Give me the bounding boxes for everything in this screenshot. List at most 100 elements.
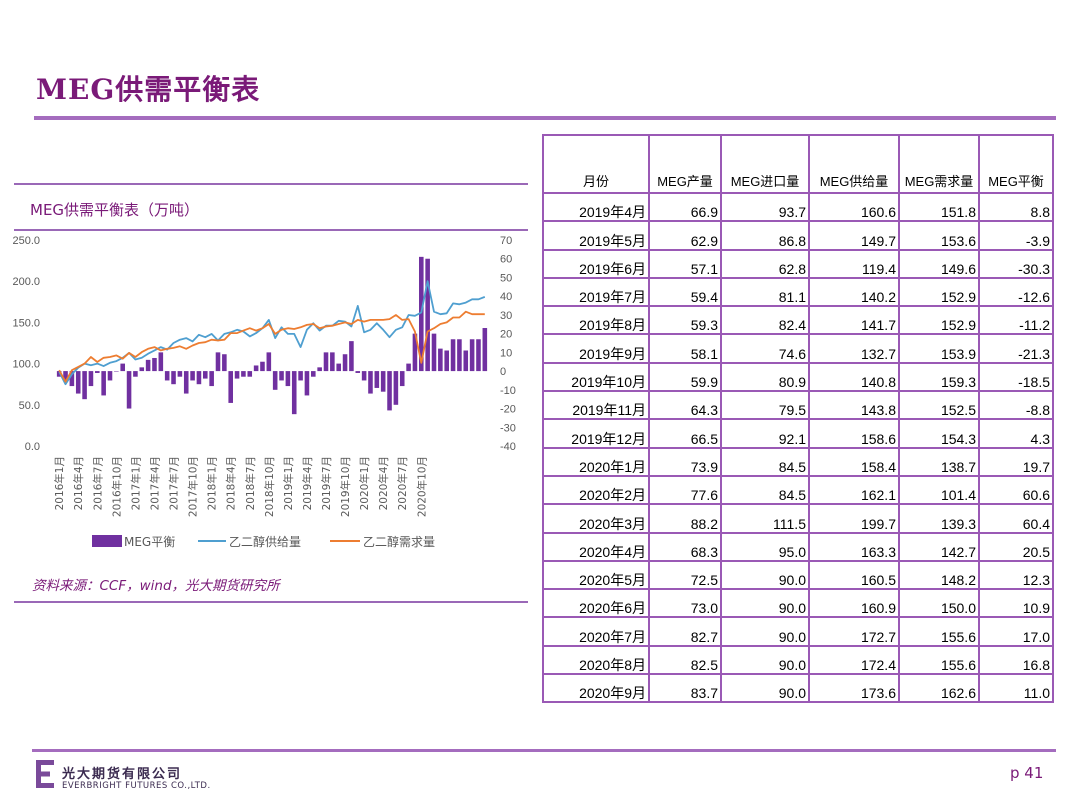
table-header-cell: MEG产量 bbox=[648, 134, 722, 194]
table-row: 2020年7月 82.7 90.0 172.7 155.6 17.0 bbox=[542, 616, 1054, 647]
table-row: 2019年9月 58.1 74.6 132.7 153.9 -21.3 bbox=[542, 333, 1054, 364]
table-header-cell: MEG进口量 bbox=[720, 134, 810, 194]
chart-top-divider bbox=[14, 183, 528, 185]
table-cell-value: 59.3 bbox=[648, 305, 722, 336]
table-cell-month: 2019年7月 bbox=[542, 276, 650, 308]
right-axis-tick-label: -40 bbox=[500, 441, 516, 453]
company-name-cn: 光大期货有限公司 bbox=[62, 767, 183, 782]
table-row: 2019年10月 59.9 80.9 140.8 159.3 -18.5 bbox=[542, 361, 1054, 393]
table-cell-month: 2019年6月 bbox=[542, 248, 650, 279]
legend-balance-swatch bbox=[92, 535, 122, 547]
balance-bar bbox=[406, 363, 411, 372]
balance-bar bbox=[469, 339, 475, 372]
right-axis-tick-label: 60 bbox=[500, 254, 512, 266]
table-cell-value: 140.2 bbox=[808, 276, 900, 308]
balance-bar bbox=[342, 354, 348, 372]
x-axis-tick-label: 2019年10月 bbox=[339, 456, 352, 517]
balance-bar bbox=[215, 352, 221, 372]
table-cell-month: 2020年2月 bbox=[542, 474, 650, 506]
balance-bar bbox=[279, 371, 284, 381]
balance-bar bbox=[298, 371, 303, 381]
table-cell-value: 64.3 bbox=[648, 390, 722, 421]
table-cell-month: 2020年6月 bbox=[542, 588, 650, 619]
table-cell-value: 11.0 bbox=[978, 673, 1054, 704]
balance-bar bbox=[196, 371, 202, 385]
left-axis-tick-label: 200.0 bbox=[12, 276, 40, 288]
balance-bar bbox=[476, 339, 481, 372]
chart-title: MEG供需平衡表（万吨） bbox=[30, 201, 200, 219]
table-cell-value: 140.8 bbox=[808, 361, 900, 393]
table-cell-month: 2020年7月 bbox=[542, 616, 650, 647]
balance-bar bbox=[107, 371, 113, 381]
balance-bar bbox=[247, 371, 253, 377]
table-cell-month: 2019年10月 bbox=[542, 361, 650, 393]
balance-bar bbox=[304, 371, 310, 396]
table-cell-month: 2020年4月 bbox=[542, 531, 650, 562]
table-cell-value: 60.6 bbox=[978, 474, 1054, 506]
balance-bar bbox=[69, 371, 75, 387]
table-cell-value: 82.5 bbox=[648, 644, 722, 676]
left-axis-tick-label: 50.0 bbox=[19, 400, 40, 412]
x-axis-tick-label: 2018年1月 bbox=[206, 456, 219, 510]
left-axis-tick-label: 0.0 bbox=[25, 441, 40, 453]
x-axis-tick-label: 2017年4月 bbox=[148, 456, 161, 510]
balance-bar bbox=[158, 352, 164, 372]
balance-bar bbox=[75, 371, 81, 394]
balance-bar bbox=[444, 350, 449, 372]
balance-bar bbox=[228, 371, 233, 403]
table-cell-value: 101.4 bbox=[898, 474, 980, 506]
table-cell-value: 79.5 bbox=[720, 390, 810, 421]
table-cell-value: 73.0 bbox=[648, 588, 722, 619]
table-cell-value: 66.5 bbox=[648, 418, 722, 449]
table-cell-value: 141.7 bbox=[808, 305, 900, 336]
balance-chart: 250.0200.0150.0100.050.00.07060504030201… bbox=[12, 235, 516, 549]
table-cell-value: 19.7 bbox=[978, 446, 1054, 477]
table-cell-value: 172.7 bbox=[808, 616, 900, 647]
table-cell-value: 152.9 bbox=[898, 305, 980, 336]
balance-bar bbox=[126, 371, 132, 409]
balance-bar bbox=[450, 339, 456, 372]
balance-bar bbox=[171, 371, 176, 385]
right-axis-tick-label: 50 bbox=[500, 272, 512, 284]
x-axis-tick-label: 2016年1月 bbox=[53, 456, 66, 510]
balance-bar bbox=[272, 371, 278, 390]
balance-table: 月份 MEG产量 MEG进口量 MEG供给量 MEG需求量 MEG平衡 2019年4月 66… bbox=[542, 134, 1054, 704]
balance-bar bbox=[63, 371, 68, 381]
balance-bar bbox=[368, 371, 373, 394]
balance-bar bbox=[311, 371, 316, 377]
table-cell-value: -12.6 bbox=[978, 276, 1054, 308]
table-cell-value: 17.0 bbox=[978, 616, 1054, 647]
table-cell-value: 90.0 bbox=[720, 588, 810, 619]
balance-bar bbox=[438, 348, 443, 372]
table-row: 2020年8月 82.5 90.0 172.4 155.6 16.8 bbox=[542, 644, 1054, 676]
table-cell-value: 160.5 bbox=[808, 559, 900, 591]
table-row: 2020年5月 72.5 90.0 160.5 148.2 12.3 bbox=[542, 559, 1054, 591]
balance-bar bbox=[419, 256, 424, 372]
chart-source: 资料来源：CCF，wind，光大期货研究所 bbox=[32, 578, 280, 594]
table-cell-value: 59.9 bbox=[648, 361, 722, 393]
table-cell-value: 4.3 bbox=[978, 418, 1054, 449]
table-cell-value: 173.6 bbox=[808, 673, 900, 704]
balance-bar bbox=[241, 371, 246, 377]
table-cell-value: 84.5 bbox=[720, 446, 810, 477]
balance-bar bbox=[95, 371, 100, 373]
table-cell-month: 2019年11月 bbox=[542, 390, 650, 421]
table-cell-value: 66.9 bbox=[648, 191, 722, 223]
balance-bar bbox=[323, 352, 329, 372]
table-row: 2019年11月 64.3 79.5 143.8 152.5 -8.8 bbox=[542, 390, 1054, 421]
table-cell-month: 2020年8月 bbox=[542, 644, 650, 676]
balance-bar bbox=[114, 371, 119, 372]
table-cell-value: 152.9 bbox=[898, 276, 980, 308]
balance-bar bbox=[482, 328, 488, 372]
right-axis-tick-label: 20 bbox=[500, 329, 512, 341]
table-row: 2020年2月 77.6 84.5 162.1 101.4 60.6 bbox=[542, 474, 1054, 506]
table-cell-value: 142.7 bbox=[898, 531, 980, 562]
left-axis-tick-label: 100.0 bbox=[12, 359, 40, 371]
table-row: 2020年4月 68.3 95.0 163.3 142.7 20.5 bbox=[542, 531, 1054, 562]
balance-bar bbox=[463, 350, 469, 372]
table-header-cell: MEG需求量 bbox=[898, 134, 980, 194]
table-cell-value: 172.4 bbox=[808, 644, 900, 676]
table-row: 2020年3月 88.2 111.5 199.7 139.3 60.4 bbox=[542, 503, 1054, 534]
table-header-cell: 月份 bbox=[542, 134, 650, 194]
balance-bar bbox=[374, 371, 380, 388]
